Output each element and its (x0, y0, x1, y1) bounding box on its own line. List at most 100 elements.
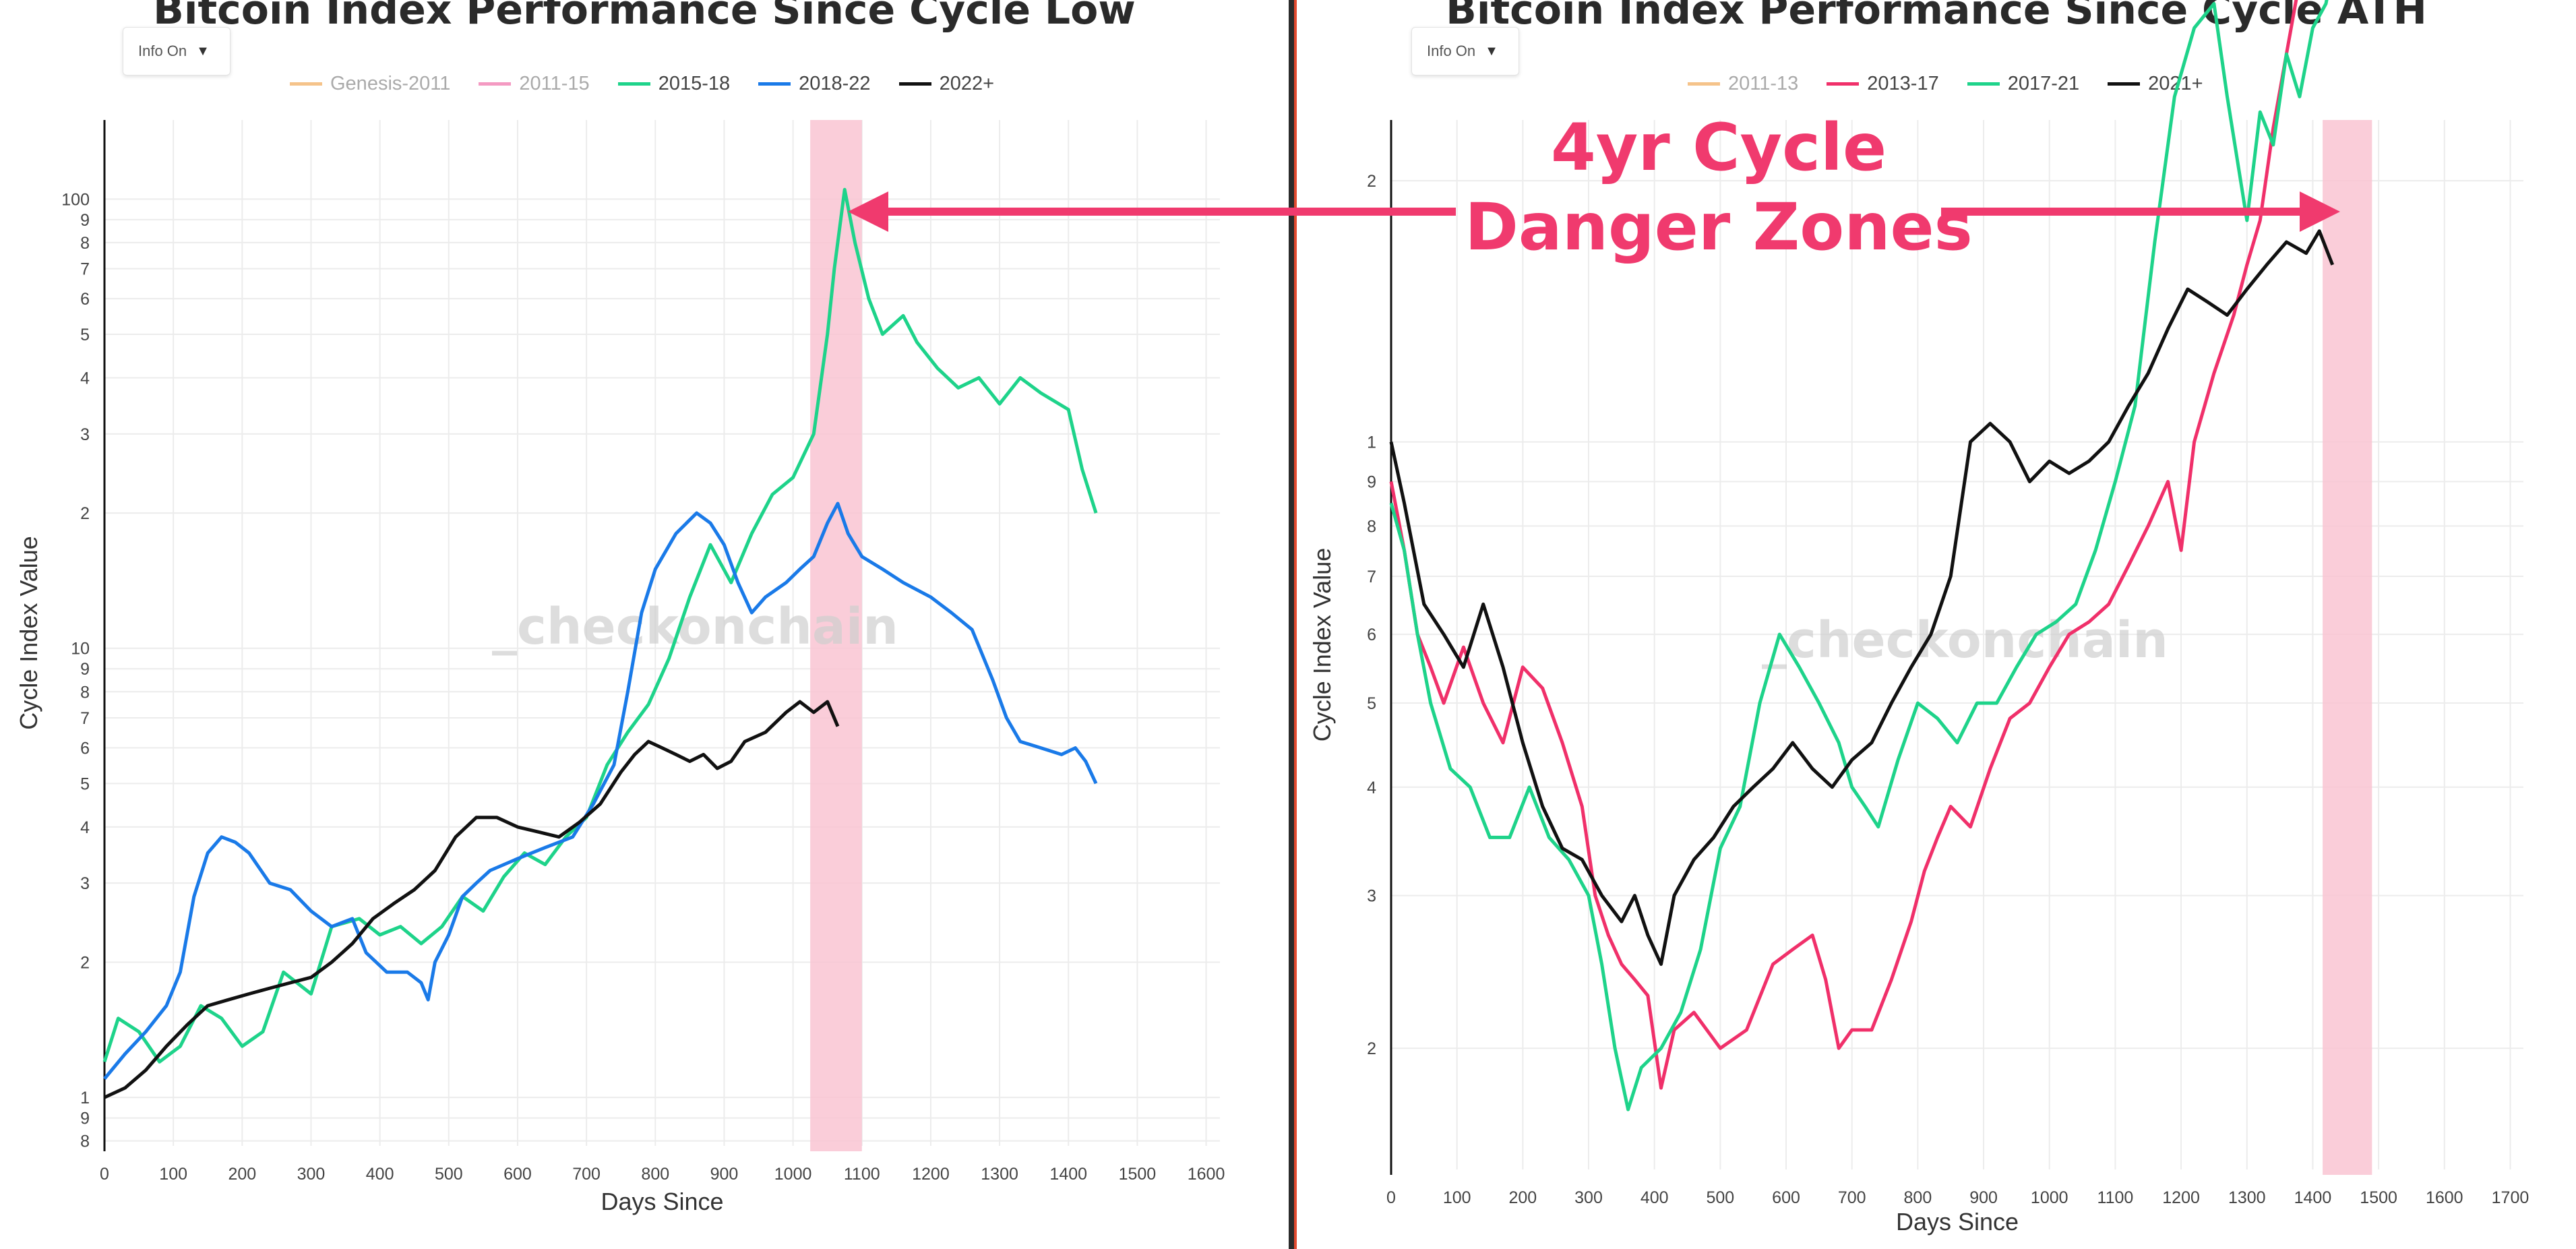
legend-item-2011-13[interactable]: 2011-13 (1688, 73, 1798, 95)
info-dropdown-left[interactable]: Info On ▼ (123, 27, 231, 75)
chevron-down-icon: ▼ (1485, 43, 1498, 59)
legend-item-2015-18[interactable]: 2015-18 (617, 73, 731, 95)
legend-left: Genesis-2011 2011-15 2015-18 2018-22 2022+ (290, 73, 994, 95)
series-line-2022+ (103, 700, 840, 1099)
x-tick-label: 1300 (981, 1165, 1018, 1184)
annotation-line-1: 4yr Cycle (1550, 110, 1887, 185)
legend-swatch (290, 82, 322, 86)
x-tick-label: 1100 (844, 1165, 880, 1184)
legend-item-2011-15[interactable]: 2011-15 (479, 73, 590, 95)
legend-item-Genesis-2011[interactable]: Genesis-2011 (290, 73, 450, 95)
x-tick-label: 1100 (2097, 1188, 2134, 1207)
x-tick-label: 100 (159, 1165, 187, 1184)
x-tick-label: 1000 (774, 1165, 812, 1184)
x-tick-label: 0 (1386, 1188, 1396, 1207)
y-tick-label: 5 (80, 326, 90, 344)
danger-zone-band (810, 120, 862, 1151)
y-tick-label: 3 (1367, 887, 1376, 906)
danger-zone-annotation: 4yr Cycle Danger Zones (1449, 108, 1988, 267)
y-tick-label: 2 (80, 504, 90, 523)
y-tick-label: 6 (80, 290, 90, 309)
info-dropdown-label: Info On (1427, 42, 1476, 59)
y-axis-title: Cycle Index Value (1308, 548, 1336, 742)
y-tick-label: 9 (1367, 473, 1376, 491)
series-line-2018-22 (103, 501, 1098, 1080)
x-tick-label: 0 (100, 1165, 109, 1184)
legend-item-2018-22[interactable]: 2018-22 (758, 73, 871, 95)
x-tick-label: 400 (366, 1165, 394, 1184)
legend-swatch (2108, 82, 2141, 86)
x-tick-label: 300 (1574, 1188, 1603, 1207)
x-tick-label: 1200 (2162, 1188, 2200, 1207)
legend-label: 2011-13 (1728, 73, 1799, 94)
legend-swatch (1827, 82, 1860, 86)
x-tick-label: 100 (1443, 1188, 1471, 1207)
x-axis-title: Days Since (1896, 1208, 2019, 1236)
x-axis-title: Days Since (601, 1188, 723, 1215)
y-tick-label: 6 (1367, 626, 1376, 644)
panel-divider (1289, 0, 1297, 1249)
y-tick-label: 9 (80, 1109, 90, 1128)
y-tick-label: 8 (1367, 517, 1376, 536)
legend-right: 2011-13 2013-17 2017-21 2021+ (1688, 73, 2203, 95)
legend-item-2017-21[interactable]: 2017-21 (1967, 73, 2079, 95)
y-tick-label: 8 (80, 1132, 90, 1151)
legend-swatch (1967, 82, 2000, 86)
watermark-text: _checkonchain (492, 598, 898, 656)
x-tick-label: 1500 (1119, 1165, 1157, 1184)
series-line-2017-21 (1389, 0, 2329, 1111)
y-tick-label: 2 (80, 953, 90, 972)
x-tick-label: 700 (1838, 1188, 1866, 1207)
danger-zone-band (2323, 120, 2372, 1175)
series-line-2021+ (1389, 229, 2335, 966)
chart-panel-cycle-low: Bitcoin Index Performance Since Cycle Lo… (15, 0, 1225, 1215)
x-tick-label: 1600 (1188, 1165, 1225, 1184)
x-tick-label: 1700 (2492, 1188, 2529, 1207)
y-tick-label: 4 (80, 818, 90, 837)
y-tick-label: 5 (80, 774, 90, 793)
y-tick-label: 3 (80, 874, 90, 893)
chart-title-left: Bitcoin Index Performance Since Cycle Lo… (153, 0, 1136, 34)
chart-title-right: Bitcoin Index Performance Since Cycle AT… (1446, 0, 2427, 34)
y-tick-label: 7 (80, 709, 90, 728)
y-tick-label: 2 (1367, 1039, 1376, 1058)
legend-swatch (898, 82, 931, 86)
x-tick-label: 500 (435, 1165, 463, 1184)
x-tick-label: 800 (641, 1165, 669, 1184)
y-tick-label: 4 (1367, 779, 1376, 797)
y-tick-label: 7 (1367, 568, 1376, 586)
series-line-2015-18 (102, 187, 1098, 1064)
legend-swatch (617, 82, 650, 86)
watermark-text: _checkonchain (1762, 611, 2168, 669)
x-tick-label: 600 (1772, 1188, 1800, 1207)
info-dropdown-right[interactable]: Info On ▼ (1411, 27, 1519, 75)
x-tick-label: 1400 (1049, 1165, 1087, 1184)
legend-label: 2015-18 (658, 73, 731, 94)
chart-svg-left: _checkonchain 0 100 200 300 400 500 600 700 800 90… (15, 120, 1225, 1215)
y-tick-label: 9 (80, 660, 90, 679)
legend-label: 2018-22 (799, 73, 871, 94)
y-tick-label: 8 (80, 234, 90, 253)
y-tick-label: 100 (61, 190, 90, 209)
y-axis-title: Cycle Index Value (15, 536, 42, 730)
x-tick-label: 600 (503, 1165, 532, 1184)
y-tick-label: 9 (80, 211, 90, 230)
legend-item-2022+[interactable]: 2022+ (898, 73, 995, 95)
x-tick-label: 400 (1640, 1188, 1669, 1207)
x-tick-label: 200 (1508, 1188, 1537, 1207)
x-tick-label: 700 (572, 1165, 601, 1184)
x-tick-label: 1500 (2360, 1188, 2397, 1207)
x-tick-label: 300 (297, 1165, 326, 1184)
y-tick-label: 1 (80, 1089, 90, 1107)
legend-label: 2022+ (939, 73, 995, 94)
y-tick-label: 6 (80, 739, 90, 758)
x-tick-label: 1300 (2228, 1188, 2266, 1207)
x-tick-label: 500 (1707, 1188, 1735, 1207)
legend-swatch (1688, 82, 1720, 86)
legend-item-2013-17[interactable]: 2013-17 (1827, 73, 1939, 95)
x-tick-label: 1400 (2294, 1188, 2332, 1207)
x-tick-label: 200 (228, 1165, 256, 1184)
y-tick-label: 1 (1367, 433, 1376, 452)
x-tick-label: 1000 (2031, 1188, 2068, 1207)
y-tick-label: 7 (80, 260, 90, 279)
